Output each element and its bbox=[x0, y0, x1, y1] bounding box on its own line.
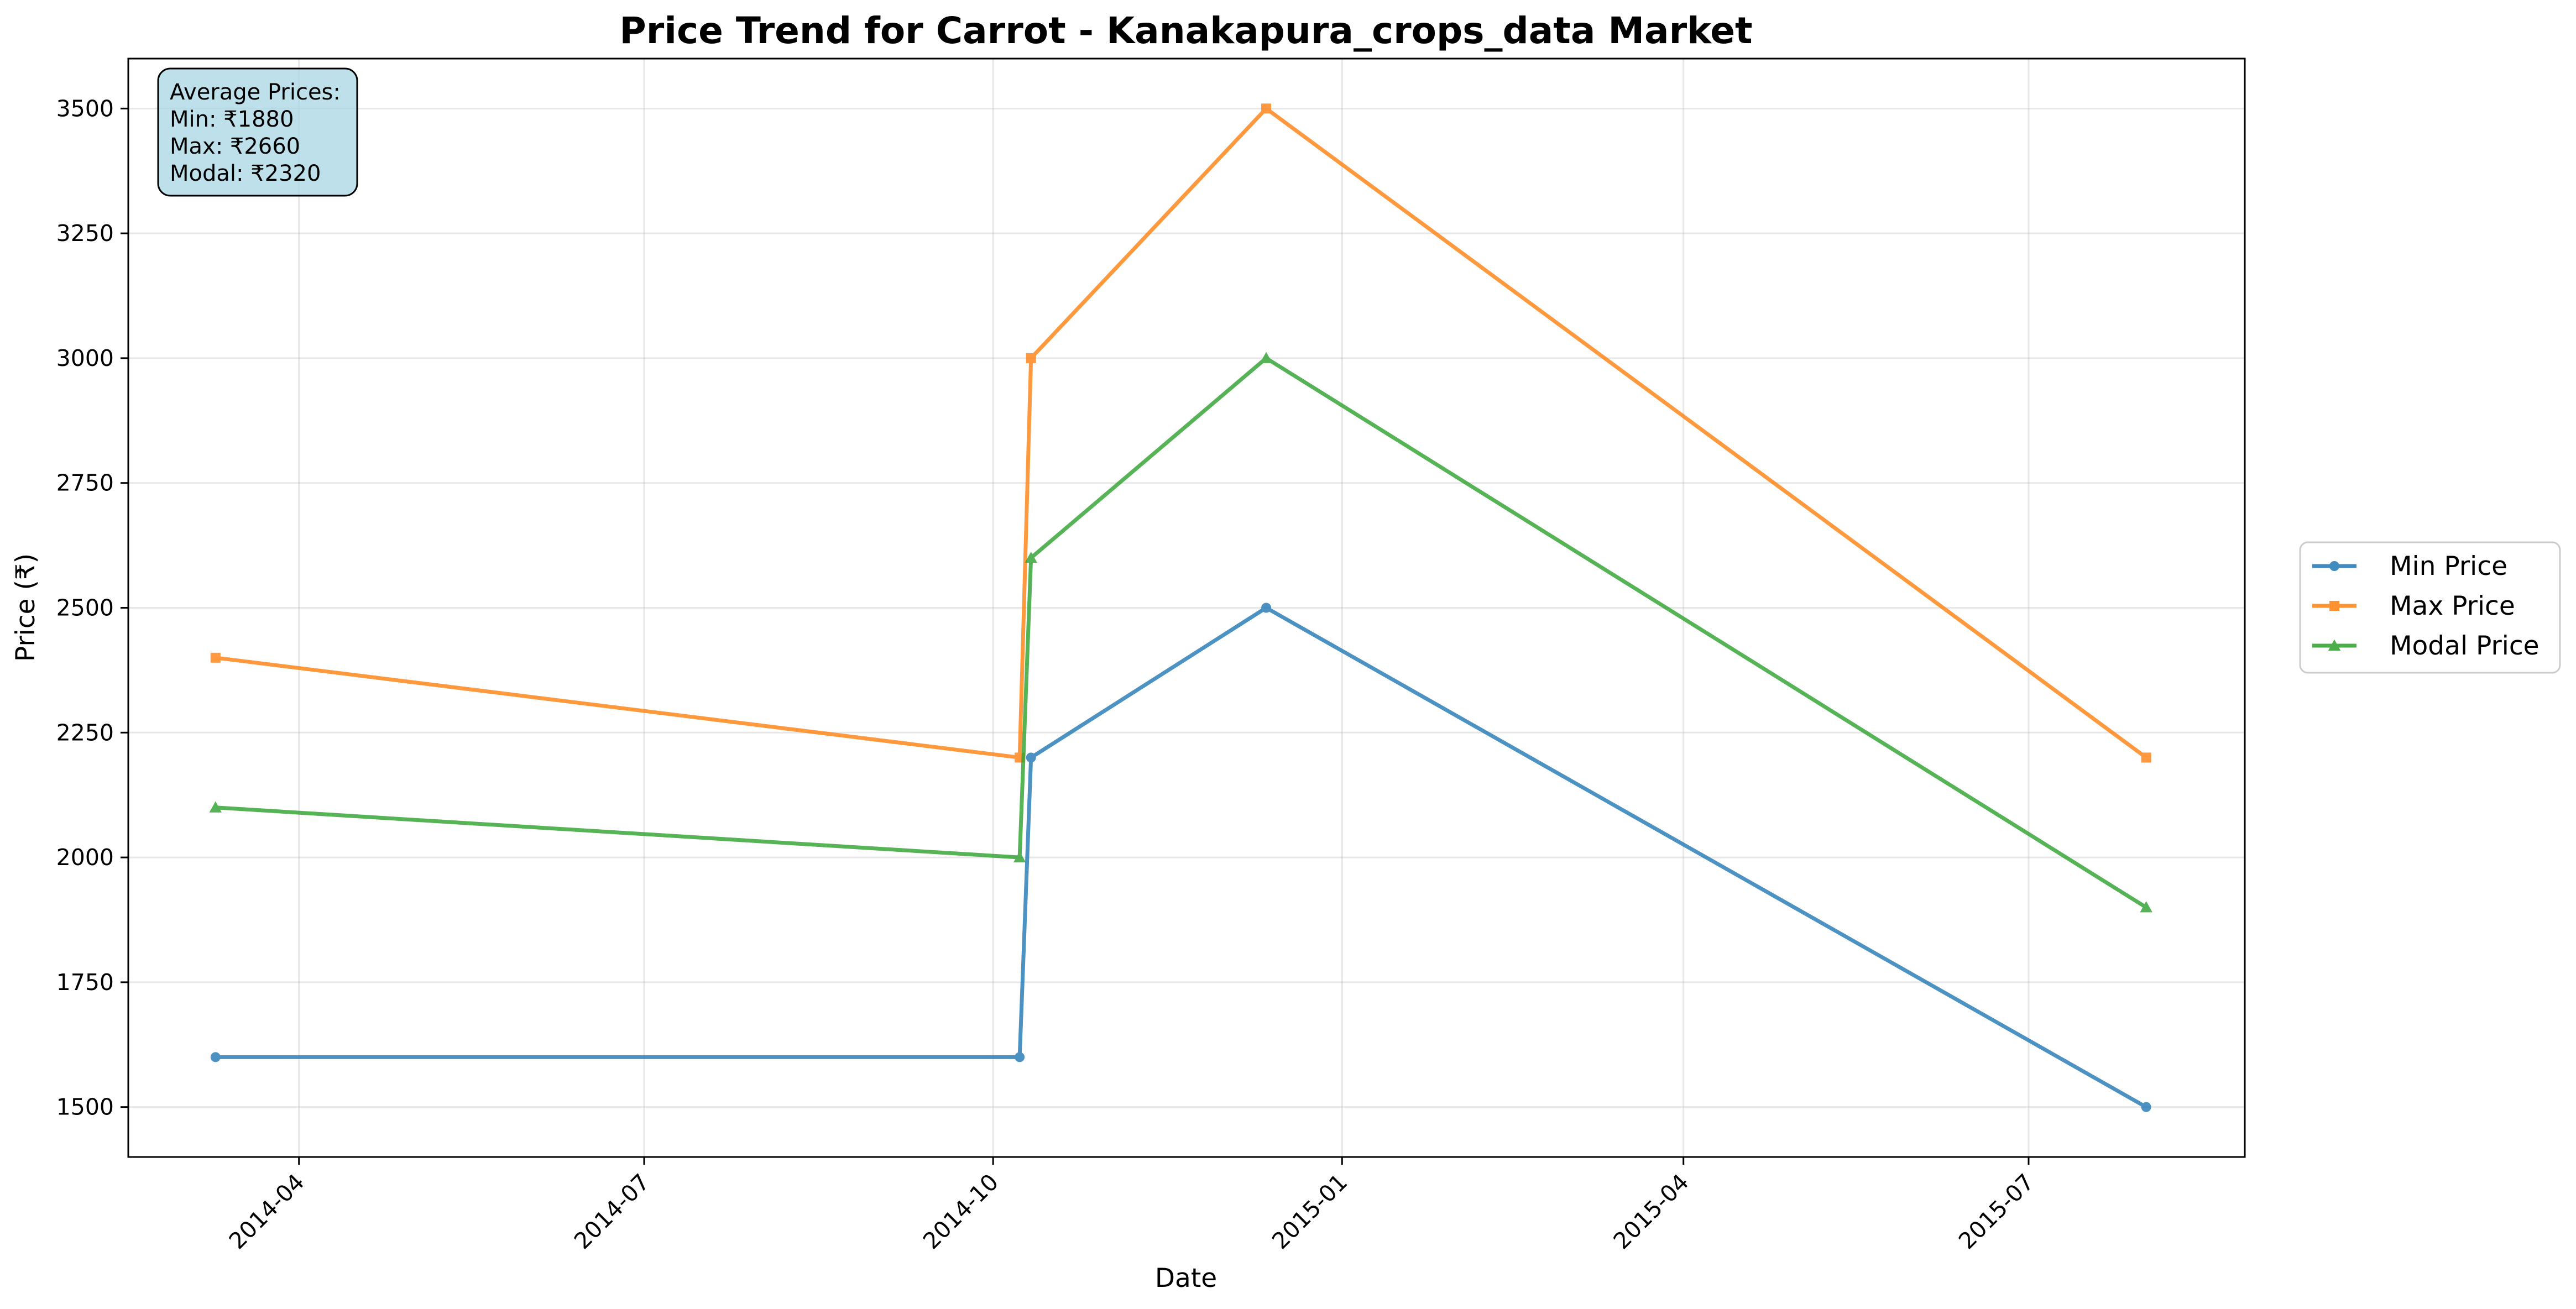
average-prices-annotation: Average Prices: Min: ₹1880 Max: ₹2660 Mo… bbox=[157, 67, 358, 197]
y-tick-label: 2000 bbox=[56, 844, 114, 871]
y-tick-label: 3000 bbox=[56, 345, 114, 371]
legend: Min Price Max Price Modal Price bbox=[2299, 541, 2561, 674]
modal-price-point bbox=[209, 801, 222, 813]
max-price-point bbox=[2141, 752, 2151, 763]
legend-entry-min-price bbox=[2312, 561, 2356, 571]
legend-entry-max-price bbox=[2312, 601, 2356, 611]
legend-swatch-marker bbox=[2329, 601, 2339, 611]
y-tick-label: 1750 bbox=[56, 969, 114, 996]
annotation-max: Max: ₹2660 bbox=[170, 134, 300, 159]
modal-price-point bbox=[1260, 352, 1273, 363]
min-price-point bbox=[1015, 1052, 1025, 1062]
y-tick-label: 2250 bbox=[56, 719, 114, 746]
max-price-point bbox=[210, 652, 221, 663]
y-axis-label: Price (₹) bbox=[11, 553, 41, 662]
min-price-point bbox=[1026, 752, 1036, 763]
annotation-box bbox=[157, 67, 358, 197]
legend-entry-modal-price bbox=[2312, 639, 2356, 651]
max-price-point bbox=[1261, 103, 1272, 114]
y-tick-label: 2750 bbox=[56, 470, 114, 496]
y-tick-label: 3500 bbox=[56, 95, 114, 122]
min-price-point bbox=[1261, 603, 1272, 613]
annotation-modal: Modal: ₹2320 bbox=[170, 161, 321, 186]
legend-label-modal-price: Modal Price bbox=[2390, 631, 2540, 661]
annotation-heading: Average Prices: bbox=[170, 80, 341, 105]
y-tick-label: 3250 bbox=[56, 220, 114, 247]
min-price-point bbox=[210, 1052, 221, 1062]
modal-price-series bbox=[209, 352, 2152, 913]
legend-label-max-price: Max Price bbox=[2390, 591, 2515, 621]
y-axis-ticks: 1500 1750 2000 2250 2500 2750 3000 3250 3500 bbox=[56, 95, 128, 1120]
min-price-series bbox=[210, 603, 2151, 1112]
legend-label-min-price: Min Price bbox=[2390, 551, 2507, 582]
annotation-min: Min: ₹1880 bbox=[170, 107, 294, 132]
min-price-point bbox=[2141, 1102, 2151, 1112]
series-layer bbox=[209, 103, 2152, 1112]
legend-swatch-marker bbox=[2328, 639, 2341, 651]
modal-price-point bbox=[1025, 551, 1037, 563]
legend-box bbox=[2299, 541, 2561, 674]
max-price-point bbox=[1026, 353, 1036, 363]
modal-price-point bbox=[2140, 901, 2152, 913]
y-tick-label: 1500 bbox=[56, 1094, 114, 1120]
modal-price-point bbox=[1013, 851, 1026, 863]
legend-swatch-marker bbox=[2329, 561, 2339, 571]
x-axis-label: Date bbox=[1155, 1263, 1217, 1294]
chart-title: Price Trend for Carrot - Kanakapura_crop… bbox=[619, 9, 1752, 52]
y-tick-label: 2500 bbox=[56, 595, 114, 621]
max-price-series bbox=[210, 103, 2151, 763]
grid-lines bbox=[128, 59, 2245, 1157]
